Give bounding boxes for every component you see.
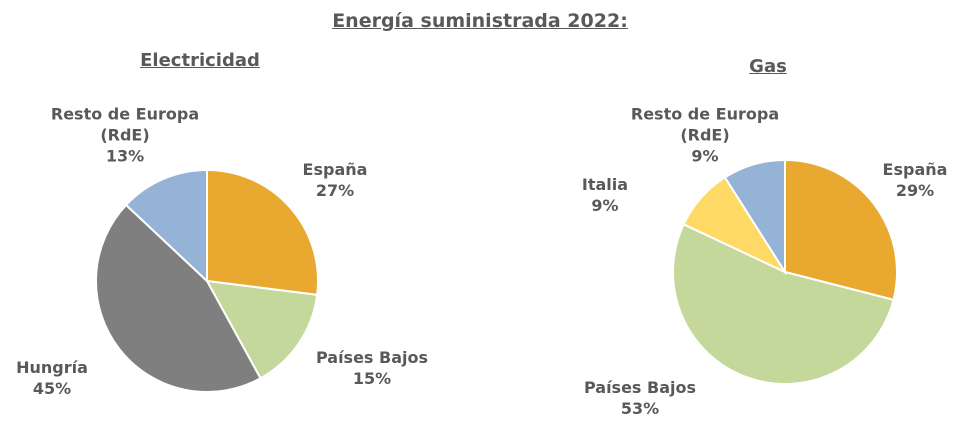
pie-slice: [205, 279, 319, 380]
category-label: España: [302, 160, 368, 179]
slice-label: Países Bajos 15%: [287, 347, 457, 389]
value-label: 9%: [691, 146, 719, 166]
pie-slice: [95, 203, 262, 393]
pie-slice: [206, 168, 319, 297]
slice-label: Resto de Europa (RdE) 9%: [620, 104, 790, 167]
value-label: 9%: [591, 196, 619, 215]
category-label: Países Bajos: [583, 378, 697, 397]
value-label: 27%: [315, 181, 355, 200]
pie-slice: [723, 158, 786, 276]
slice-label: Italia 9%: [520, 174, 690, 216]
slice-label: España 29%: [830, 159, 959, 201]
value-label: 53%: [620, 399, 660, 418]
category-label: Italia: [581, 175, 629, 194]
value-label: 45%: [32, 379, 72, 398]
category-label: Resto de Europa (RdE): [50, 104, 200, 145]
category-label: Países Bajos: [315, 348, 429, 367]
chart-title: Electricidad: [140, 50, 260, 71]
slice-label: Resto de Europa (RdE) 13%: [40, 104, 210, 167]
value-label: 29%: [895, 181, 935, 200]
value-label: 15%: [352, 369, 392, 388]
slice-label: Hungría 45%: [0, 357, 137, 399]
chart-title: Gas: [749, 56, 787, 77]
pie-slice: [124, 168, 208, 284]
value-label: 13%: [105, 146, 145, 166]
page-title: Energía suministrada 2022:: [332, 10, 628, 32]
category-label: Hungría: [16, 358, 88, 377]
pie-slice: [784, 158, 898, 302]
category-label: España: [882, 160, 948, 179]
category-label: Resto de Europa (RdE): [630, 104, 780, 145]
slice-label: España 27%: [250, 159, 420, 201]
pie-slice: [672, 222, 895, 385]
slice-label: Países Bajos 53%: [555, 377, 725, 419]
